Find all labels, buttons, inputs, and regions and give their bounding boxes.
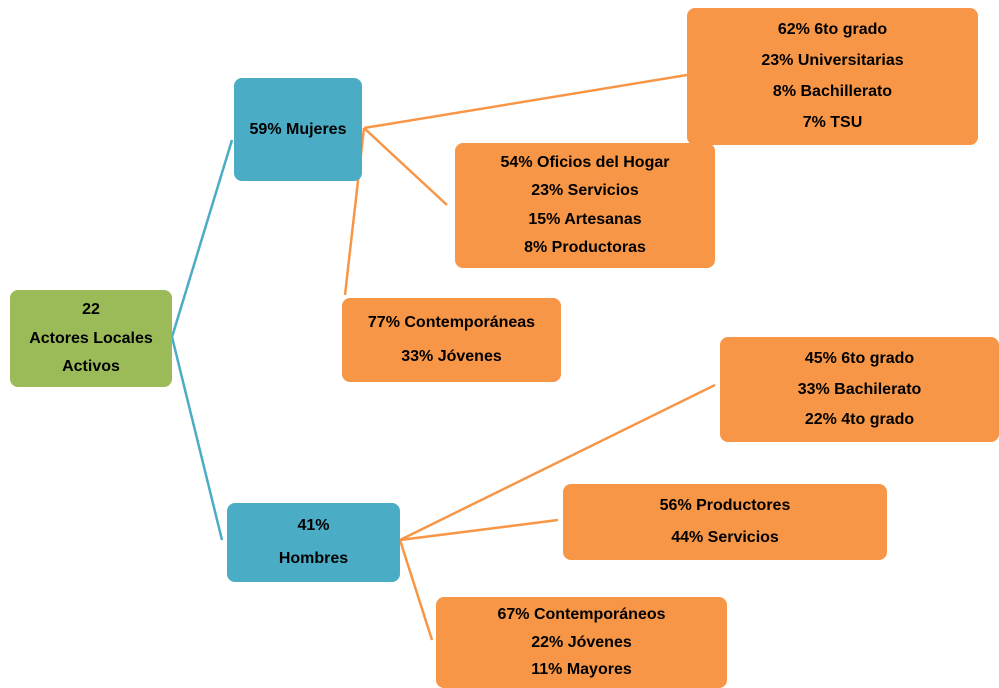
node-text: 44% Servicios [671, 528, 779, 546]
node: 62% 6to grado 23% Universitarias 8% Bachil… [687, 8, 978, 145]
node-text: 33% Bachilerato [797, 380, 922, 398]
node-text: Actores Locales [29, 329, 153, 347]
node: 59% Mujeres [234, 78, 362, 181]
node-text: 77% Contemporáneas [367, 314, 536, 331]
connector [398, 539, 434, 641]
node: 22 Actores Locales Activos [10, 290, 172, 387]
node-text: 22% 4to grado [804, 411, 915, 429]
connector [399, 383, 716, 542]
node-text: 41% [297, 517, 330, 535]
node-text: 59% Mujeres [249, 120, 347, 138]
node: 45% 6to grado 33% Bachilerato 22% 4to grad… [720, 337, 999, 442]
node-text: 8% Productoras [524, 239, 646, 257]
node-text: 67% Contemporáneos [497, 606, 666, 624]
connector [170, 336, 224, 541]
node: 77% Contemporáneas 33% Jóvenes [342, 298, 561, 382]
node-text: 8% Bachillerato [772, 83, 893, 100]
node-text: 45% 6to grado [804, 349, 915, 367]
node-text: Activos [62, 358, 120, 376]
connector [363, 127, 448, 206]
node-text: 23% Universitarias [761, 52, 904, 69]
connector [399, 518, 559, 542]
node: 56% Productores 44% Servicios [563, 484, 887, 560]
node-text: 62% 6to grado [777, 21, 888, 38]
node-text: 22% Jóvenes [531, 633, 632, 651]
node: 41% Hombres [227, 503, 400, 582]
node-text: 11% Mayores [531, 660, 632, 678]
node-text: 23% Servicios [531, 182, 639, 200]
node-text: 7% TSU [802, 114, 863, 131]
node-text: Hombres [278, 549, 349, 567]
node: 54% Oficios del Hogar 23% Servicios 15% Ar… [455, 143, 715, 268]
connector [363, 73, 688, 130]
connector [170, 139, 234, 338]
node-text: 54% Oficios del Hogar [500, 153, 670, 171]
node-text: 15% Artesanas [528, 210, 642, 228]
node-text: 22 [82, 300, 100, 318]
node: 67% Contemporáneos 22% Jóvenes 11% Mayores [436, 597, 727, 688]
node-text: 56% Productores [659, 497, 791, 515]
node-text: 33% Jóvenes [401, 348, 502, 365]
